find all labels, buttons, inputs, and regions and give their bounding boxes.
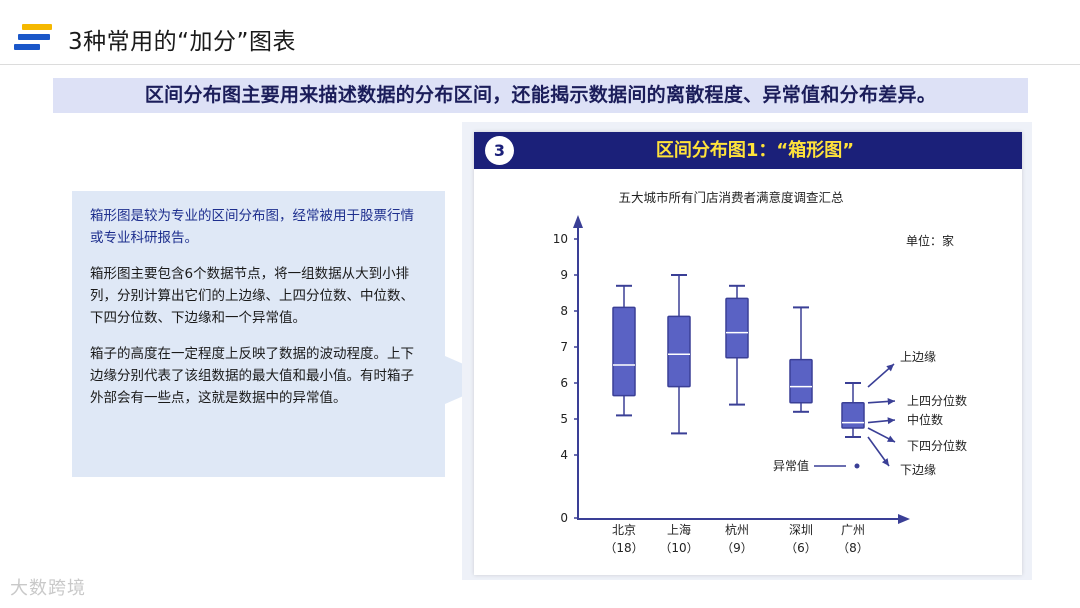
y-tick-label: 7 <box>560 340 568 354</box>
box-4 <box>789 358 813 404</box>
x-count-label: （6） <box>785 541 817 555</box>
summary-banner: 区间分布图主要用来描述数据的分布区间，还能揭示数据间的离散程度、异常值和分布差异… <box>53 78 1028 113</box>
y-tick-label: 4 <box>560 448 568 462</box>
annotation-arrow-head <box>887 417 895 425</box>
y-tick-label: 10 <box>553 232 568 246</box>
x-category-label: 广州 <box>841 523 865 537</box>
x-count-label: （9） <box>721 541 753 555</box>
box-2 <box>667 315 691 388</box>
annotation-label: 上四分位数 <box>907 393 967 408</box>
brand-logo <box>14 24 54 54</box>
outlier-point <box>854 463 860 469</box>
unit-label: 单位：家 <box>906 233 954 248</box>
annotation-label: 下四分位数 <box>907 438 967 453</box>
description-paragraph: 箱形图是较为专业的区间分布图，经常被用于股票行情或专业科研报告。 <box>90 208 414 246</box>
page-title: 3种常用的“加分”图表 <box>68 29 296 55</box>
description-paragraph: 箱形图主要包含6个数据节点，将一组数据从大到小排列，分别计算出它们的上边缘、上四… <box>90 266 414 326</box>
x-count-label: （8） <box>837 541 869 555</box>
annotation-label: 中位数 <box>907 412 943 427</box>
y-tick-label: 5 <box>560 412 568 426</box>
x-count-label: （18） <box>604 541 643 555</box>
y-tick-label: 9 <box>560 268 568 282</box>
y-axis-arrow <box>573 215 583 228</box>
outlier-label: 异常值 <box>773 458 809 473</box>
x-count-label: （10） <box>659 541 698 555</box>
watermark: 大数跨境 <box>10 578 86 599</box>
chart-number-badge: 3 <box>485 136 514 165</box>
header-divider <box>0 64 1080 65</box>
chart-title: 五大城市所有门店消费者满意度调查汇总 <box>618 190 843 205</box>
x-axis-arrow <box>898 514 910 524</box>
box-1 <box>612 306 636 397</box>
chart-header-bar <box>474 132 1022 169</box>
description-box: 箱形图是较为专业的区间分布图，经常被用于股票行情或专业科研报告。 箱形图主要包含… <box>72 191 445 477</box>
annotation-arrow-head <box>887 398 895 405</box>
x-category-label: 北京 <box>612 523 636 537</box>
y-tick-label: 0 <box>560 511 568 525</box>
x-category-label: 深圳 <box>789 523 813 537</box>
annotation-label: 上边缘 <box>900 350 936 364</box>
annotation-arrow-head <box>881 458 889 466</box>
annotation-label: 下边缘 <box>900 463 936 477</box>
box-3 <box>725 297 749 359</box>
annotation-arrow-head <box>887 435 895 442</box>
y-tick-label: 6 <box>560 376 568 390</box>
x-category-label: 杭州 <box>725 522 749 537</box>
description-paragraph: 箱子的高度在一定程度上反映了数据的波动程度。上下边缘分别代表了该组数据的最大值和… <box>90 346 414 406</box>
y-tick-label: 8 <box>560 304 568 318</box>
box-5 <box>841 402 865 429</box>
chart-headline: 区间分布图1：“箱形图” <box>655 140 855 161</box>
x-category-label: 上海 <box>667 522 691 537</box>
annotation-arrow-head <box>886 364 894 372</box>
